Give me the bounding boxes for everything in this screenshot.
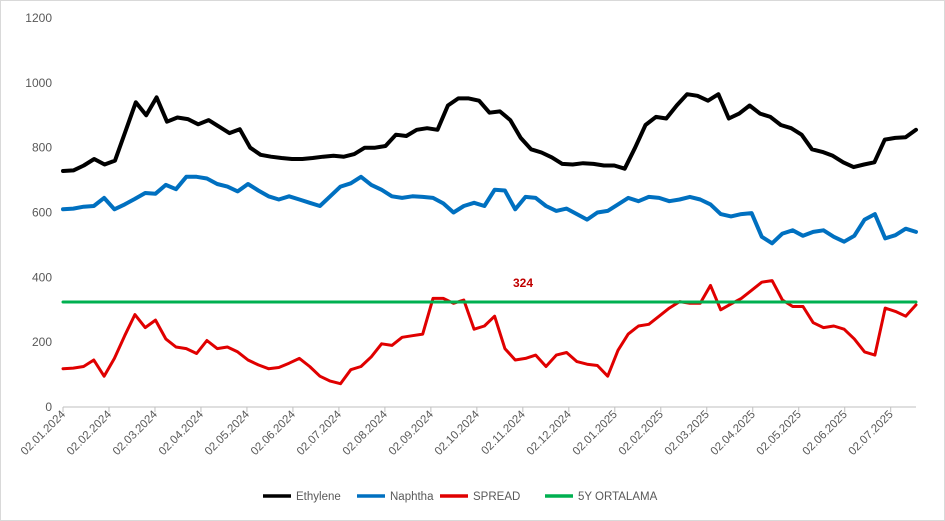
x-axis: 02.01.202402.02.202402.03.202402.04.2024… — [19, 406, 916, 458]
x-tick-label: 02.02.2024 — [65, 408, 115, 458]
x-tick-label: 02.12.2024 — [525, 408, 575, 458]
y-tick-label: 800 — [32, 141, 52, 155]
y-tick-label: 600 — [32, 206, 52, 220]
y-tick-label: 400 — [32, 270, 52, 284]
legend-label-spread: SPREAD — [473, 491, 520, 503]
legend-label-5y-ortalama: 5Y ORTALAMA — [578, 491, 658, 503]
x-tick-label: 02.04.2025 — [709, 409, 758, 458]
x-tick-label: 02.03.2024 — [111, 408, 161, 458]
x-tick-label: 02.05.2025 — [755, 409, 804, 458]
x-tick-label: 02.02.2025 — [617, 409, 666, 458]
x-tick-label: 02.04.2024 — [157, 408, 207, 458]
x-tick-label: 02.07.2025 — [847, 409, 896, 458]
series-line-naphtha — [61, 174, 918, 246]
x-tick-label: 02.05.2024 — [203, 408, 253, 458]
legend-label-ethylene: Ethylene — [296, 491, 341, 503]
x-tick-label: 02.09.2024 — [387, 408, 437, 458]
legend: Ethylene Naphtha SPREAD 5Y ORTALAMA — [263, 491, 658, 503]
series-line-ethylene — [61, 92, 918, 173]
average-annotation: 324 — [513, 276, 533, 290]
x-tick-label: 02.10.2024 — [433, 408, 483, 458]
y-axis-ticks: 0 200 400 600 800 1000 1200 — [25, 11, 52, 414]
annotations: 324 — [513, 276, 533, 290]
x-tick-label: 02.08.2024 — [341, 408, 391, 458]
x-tick-label: 02.06.2024 — [249, 408, 299, 458]
y-tick-label: 1000 — [25, 76, 52, 90]
y-tick-label: 1200 — [25, 11, 52, 25]
x-tick-label: 02.06.2025 — [801, 409, 850, 458]
x-tick-label: 02.01.2025 — [571, 409, 620, 458]
series-line-spread — [61, 279, 918, 386]
y-tick-label: 0 — [45, 400, 52, 414]
legend-label-naphtha: Naphtha — [390, 491, 434, 503]
y-tick-label: 200 — [32, 335, 52, 349]
x-tick-label: 02.11.2024 — [479, 408, 528, 457]
x-tick-label: 02.01.2024 — [19, 408, 69, 458]
x-tick-label: 02.03.2025 — [663, 409, 712, 458]
x-tick-label: 02.07.2024 — [295, 408, 345, 458]
series-lines — [61, 92, 918, 386]
